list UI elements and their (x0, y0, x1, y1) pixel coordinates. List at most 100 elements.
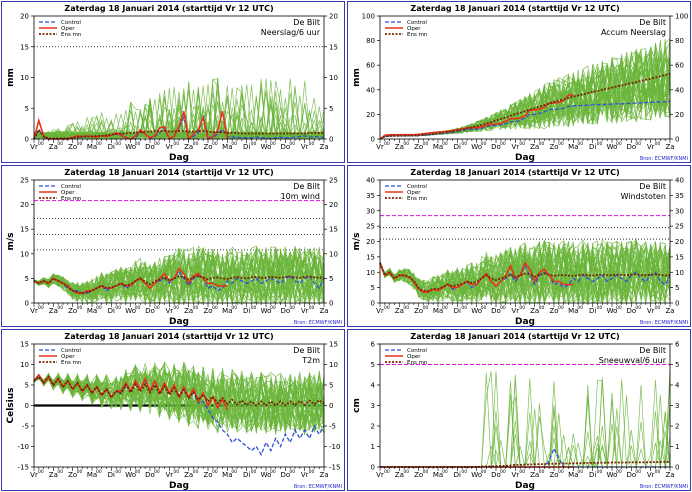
y-tick-label-right: 60 (675, 62, 684, 70)
y-tick-label-right: 20 (329, 13, 338, 21)
ensemble-members (379, 238, 671, 305)
x-hour-label: 00 (270, 469, 276, 475)
x-day-label: Za (530, 471, 539, 479)
y-tick-label-right: 5 (329, 275, 333, 283)
x-hour-label: 00 (289, 469, 295, 475)
y-tick-label-right: 15 (329, 341, 338, 349)
x-hour-label: 00 (423, 305, 429, 311)
y-tick-label-left: 10 (20, 250, 29, 258)
y-tick-label-right: 5 (329, 105, 333, 113)
x-hour-label: 00 (38, 305, 44, 311)
y-tick-label-left: 35 (366, 192, 375, 200)
y-tick-label-right: 1 (675, 443, 679, 451)
legend-label: Oper (61, 190, 75, 196)
x-day-label: Di (243, 307, 250, 315)
y-tick-label-left: 0 (25, 402, 29, 410)
x-hour-label: 00 (635, 141, 641, 147)
source-label: Bron: ECMWF/KNMI (640, 156, 688, 162)
x-day-label: Za (319, 471, 328, 479)
x-day-label: Za (395, 143, 404, 151)
x-hour-label: 00 (309, 305, 315, 311)
y-tick-label-right: 5 (675, 361, 679, 369)
x-day-label: Di (243, 143, 250, 151)
x-day-label: Do (491, 307, 501, 315)
x-day-label: Vr (376, 307, 384, 315)
x-day-label: Ma (222, 471, 232, 479)
x-hour-label: 00 (309, 141, 315, 147)
x-day-label: Vr (647, 143, 655, 151)
x-axis-label: Dag (169, 153, 189, 163)
x-day-label: Zo (414, 307, 423, 315)
ensemble-members (380, 369, 671, 468)
chart-t2m: Zaterdag 18 Januari 2014 (starttijd Vr 1… (6, 332, 342, 491)
x-axis-label: Dag (169, 481, 189, 491)
x-day-label: Vr (30, 307, 38, 315)
x-day-label: Ma (87, 471, 97, 479)
x-day-label: Di (454, 143, 461, 151)
y-tick-label-left: 0 (371, 300, 375, 308)
x-day-label: Zo (203, 143, 212, 151)
y-tick-label-right: 5 (329, 382, 333, 390)
legend-label: Ens mn (61, 360, 82, 366)
x-day-label: Vr (647, 471, 655, 479)
x-day-label: Do (280, 471, 290, 479)
x-day-label: Vr (301, 143, 309, 151)
y-tick-label-right: 80 (675, 37, 684, 45)
x-hour-label: 00 (577, 305, 583, 311)
x-day-label: Vr (647, 307, 655, 315)
ensemble-member-line (380, 374, 671, 468)
x-day-label: Za (49, 143, 58, 151)
x-hour-label: 00 (38, 141, 44, 147)
x-day-label: Zo (68, 471, 77, 479)
ensemble-members (33, 77, 325, 141)
subtitle: T2m (301, 356, 320, 365)
y-tick-label-right: 20 (329, 201, 338, 209)
x-hour-label: 00 (77, 141, 83, 147)
x-day-label: Za (49, 471, 58, 479)
y-tick-label-left: 5 (371, 361, 375, 369)
x-day-label: Zo (68, 307, 77, 315)
source-label: Bron: ECMWF/KNMI (640, 320, 688, 326)
ensemble-member-line (379, 244, 671, 304)
x-day-label: Za (665, 307, 674, 315)
y-tick-label-left: 30 (366, 207, 375, 215)
y-tick-label-right: 30 (675, 207, 684, 215)
y-tick-label-right: 0 (675, 300, 679, 308)
x-hour-label: 00 (442, 469, 448, 475)
x-day-label: Wo (607, 307, 618, 315)
x-hour-label: 00 (442, 141, 448, 147)
y-tick-label-right: 25 (329, 177, 338, 185)
y-tick-label-left: -5 (22, 423, 29, 431)
ensemble-member-line (380, 374, 671, 468)
x-hour-label: 00 (193, 469, 199, 475)
y-tick-label-left: 1 (371, 443, 375, 451)
x-day-label: Wo (471, 143, 482, 151)
x-day-label: Di (108, 471, 115, 479)
x-hour-label: 00 (115, 469, 121, 475)
x-day-label: Do (626, 307, 636, 315)
ensemble-member-line (380, 380, 670, 468)
x-hour-label: 00 (96, 305, 102, 311)
legend-label: Ens mn (61, 196, 82, 202)
x-hour-label: 00 (212, 141, 218, 147)
x-hour-label: 00 (558, 305, 564, 311)
x-hour-label: 00 (577, 469, 583, 475)
ensemble-member-line (380, 378, 670, 468)
x-day-label: Ma (568, 307, 578, 315)
ensemble-member-line (33, 246, 325, 304)
source-label: Bron: ECMWF/KNMI (294, 320, 342, 326)
x-hour-label: 00 (616, 141, 622, 147)
y-tick-label-right: -10 (329, 443, 340, 451)
series-ens-mean (380, 460, 670, 468)
y-tick-label-left: -10 (18, 443, 29, 451)
chart-wind: Zaterdag 18 Januari 2014 (starttijd Vr 1… (6, 168, 342, 327)
x-day-label: Ma (433, 471, 443, 479)
y-tick-label-right: 2 (675, 423, 679, 431)
panel-wind: Zaterdag 18 Januari 2014 (starttijd Vr 1… (1, 165, 345, 327)
series-ens-mean (379, 72, 671, 140)
y-tick-label-left: 0 (371, 464, 375, 472)
x-day-label: Vr (165, 471, 173, 479)
y-tick-label-left: 25 (20, 177, 29, 185)
ensemble-members (379, 35, 671, 140)
station-label: De Bilt (639, 18, 666, 27)
